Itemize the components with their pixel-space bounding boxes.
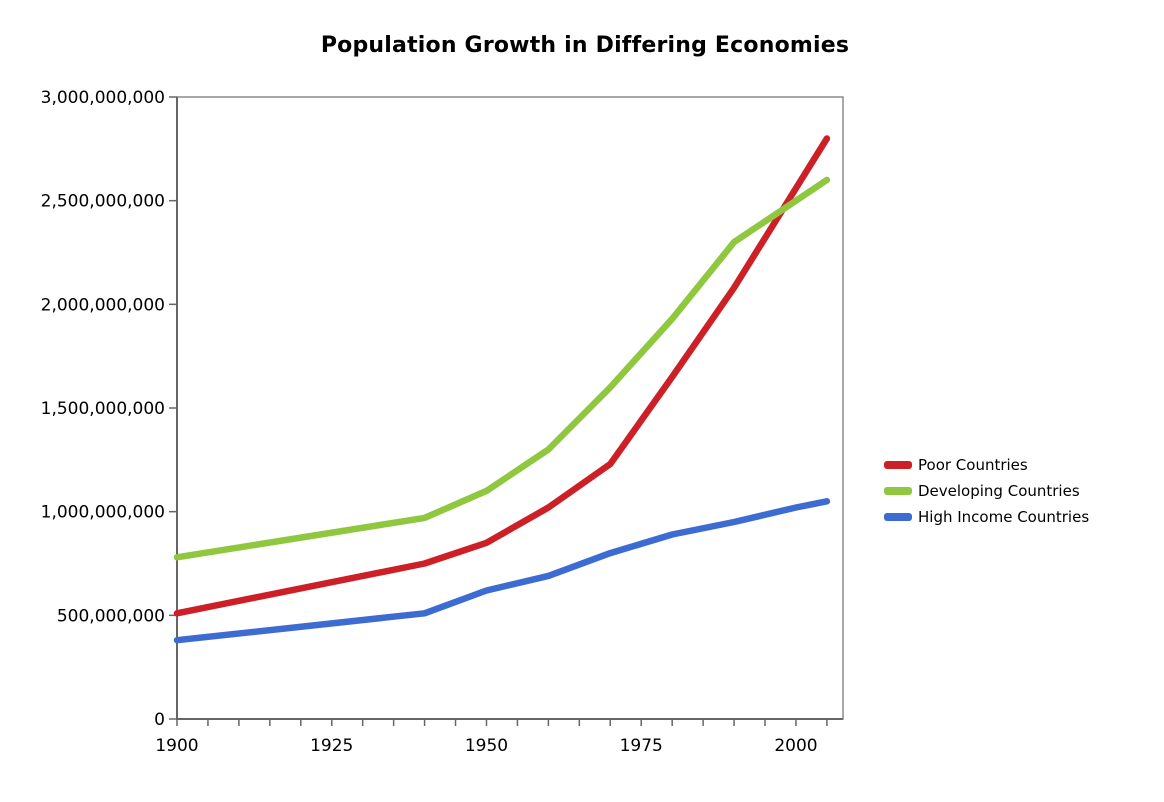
x-axis-label: 1975	[620, 736, 663, 756]
series-line-high-income-countries	[173, 498, 831, 644]
legend-label: Developing Countries	[918, 482, 1080, 500]
series-line-poor-countries	[173, 135, 831, 617]
legend-item: High Income Countries	[884, 504, 1089, 530]
y-axis-label: 1,500,000,000	[41, 399, 165, 419]
y-axis-label: 2,000,000,000	[41, 295, 165, 315]
y-axis-label: 1,000,000,000	[41, 503, 165, 523]
x-axis-label: 1925	[310, 736, 353, 756]
x-axis-label: 1900	[155, 736, 198, 756]
legend-swatch-icon	[884, 513, 912, 521]
legend-label: High Income Countries	[918, 508, 1090, 526]
legend-item: Poor Countries	[884, 452, 1089, 478]
x-axis-label: 2000	[774, 736, 817, 756]
chart-legend: Poor Countries Developing Countries High I…	[884, 452, 1089, 530]
y-axis-label: 3,000,000,000	[41, 88, 165, 108]
legend-swatch-icon	[884, 487, 912, 495]
plot-border	[176, 96, 844, 720]
legend-swatch-icon	[884, 461, 912, 469]
x-axis-label: 1950	[465, 736, 508, 756]
legend-label: Poor Countries	[918, 456, 1028, 474]
y-axis-label: 2,500,000,000	[41, 192, 165, 212]
y-axis-label: 500,000,000	[57, 606, 165, 626]
series-line-developing-countries	[173, 176, 831, 561]
chart-title: Population Growth in Differing Economies	[320, 33, 850, 58]
legend-item: Developing Countries	[884, 478, 1089, 504]
y-axis-label: 0	[154, 710, 165, 730]
